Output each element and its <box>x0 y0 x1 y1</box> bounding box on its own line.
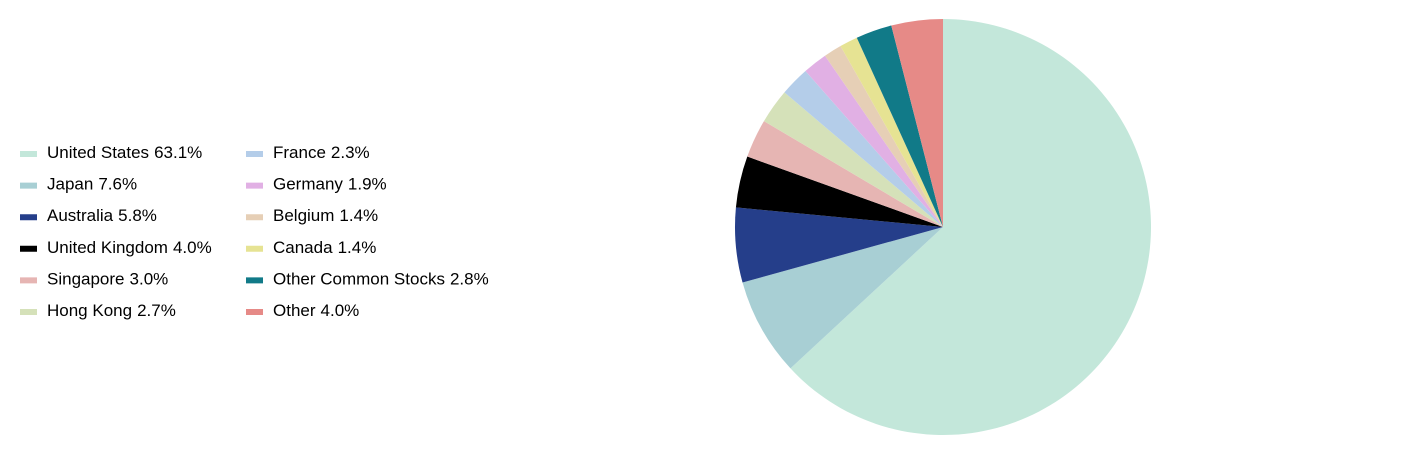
legend-value: 63.1% <box>154 143 202 162</box>
legend-value: 2.3% <box>331 143 370 162</box>
legend-label: Other Common Stocks 2.8% <box>273 270 489 289</box>
legend-label: Other 4.0% <box>273 301 359 320</box>
legend-label: Canada 1.4% <box>273 238 376 257</box>
pie-slice <box>825 46 943 228</box>
legend-name: Belgium <box>273 207 334 226</box>
legend-name: Japan <box>47 175 93 194</box>
legend-label: France 2.3% <box>273 143 370 162</box>
legend-label: Australia 5.8% <box>47 207 157 226</box>
pie-slice <box>742 227 943 369</box>
legend-value: 1.9% <box>348 175 387 194</box>
legend-label: Singapore 3.0% <box>47 270 168 289</box>
legend-value: 4.0% <box>321 301 360 320</box>
pie-slice <box>763 92 943 228</box>
legend-value: 7.6% <box>98 175 137 194</box>
pie-slice <box>735 156 943 227</box>
legend-name: Germany <box>273 175 343 194</box>
legend-name: Australia <box>47 207 114 226</box>
legend-name: Singapore <box>47 270 125 289</box>
pie-slice <box>840 37 943 227</box>
pie-slice <box>805 55 943 228</box>
legend: United States 63.1% Japan 7.6% Australia 5.8%… <box>20 143 489 320</box>
legend-label: United Kingdom 4.0% <box>47 238 212 257</box>
legend-label: Hong Kong 2.7% <box>47 301 176 320</box>
legend-name: United States <box>47 143 149 162</box>
pie-slice <box>747 121 943 227</box>
legend-name: Hong Kong <box>47 301 132 320</box>
legend-label: Japan 7.6% <box>47 175 137 194</box>
pie-slice <box>784 70 943 227</box>
legend-label: Belgium 1.4% <box>273 207 378 226</box>
legend-label: Germany 1.9% <box>273 175 387 194</box>
pie-slice <box>856 25 943 228</box>
pie-slice <box>734 207 943 283</box>
legend-name: United Kingdom <box>47 238 168 257</box>
pie-slice <box>790 19 1152 435</box>
legend-name: France <box>273 143 326 162</box>
legend-name: Other Common Stocks <box>273 270 445 289</box>
legend-value: 2.7% <box>137 301 176 320</box>
legend-value: 2.8% <box>450 270 489 289</box>
legend-value: 5.8% <box>118 207 157 226</box>
legend-value: 1.4% <box>339 207 378 226</box>
legend-value: 4.0% <box>173 238 212 257</box>
pie-slice <box>891 19 943 227</box>
legend-name: Canada <box>273 238 333 257</box>
legend-value: 3.0% <box>130 270 169 289</box>
legend-value: 1.4% <box>338 238 377 257</box>
legend-name: Other <box>273 301 316 320</box>
legend-label: United States 63.1% <box>47 143 202 162</box>
